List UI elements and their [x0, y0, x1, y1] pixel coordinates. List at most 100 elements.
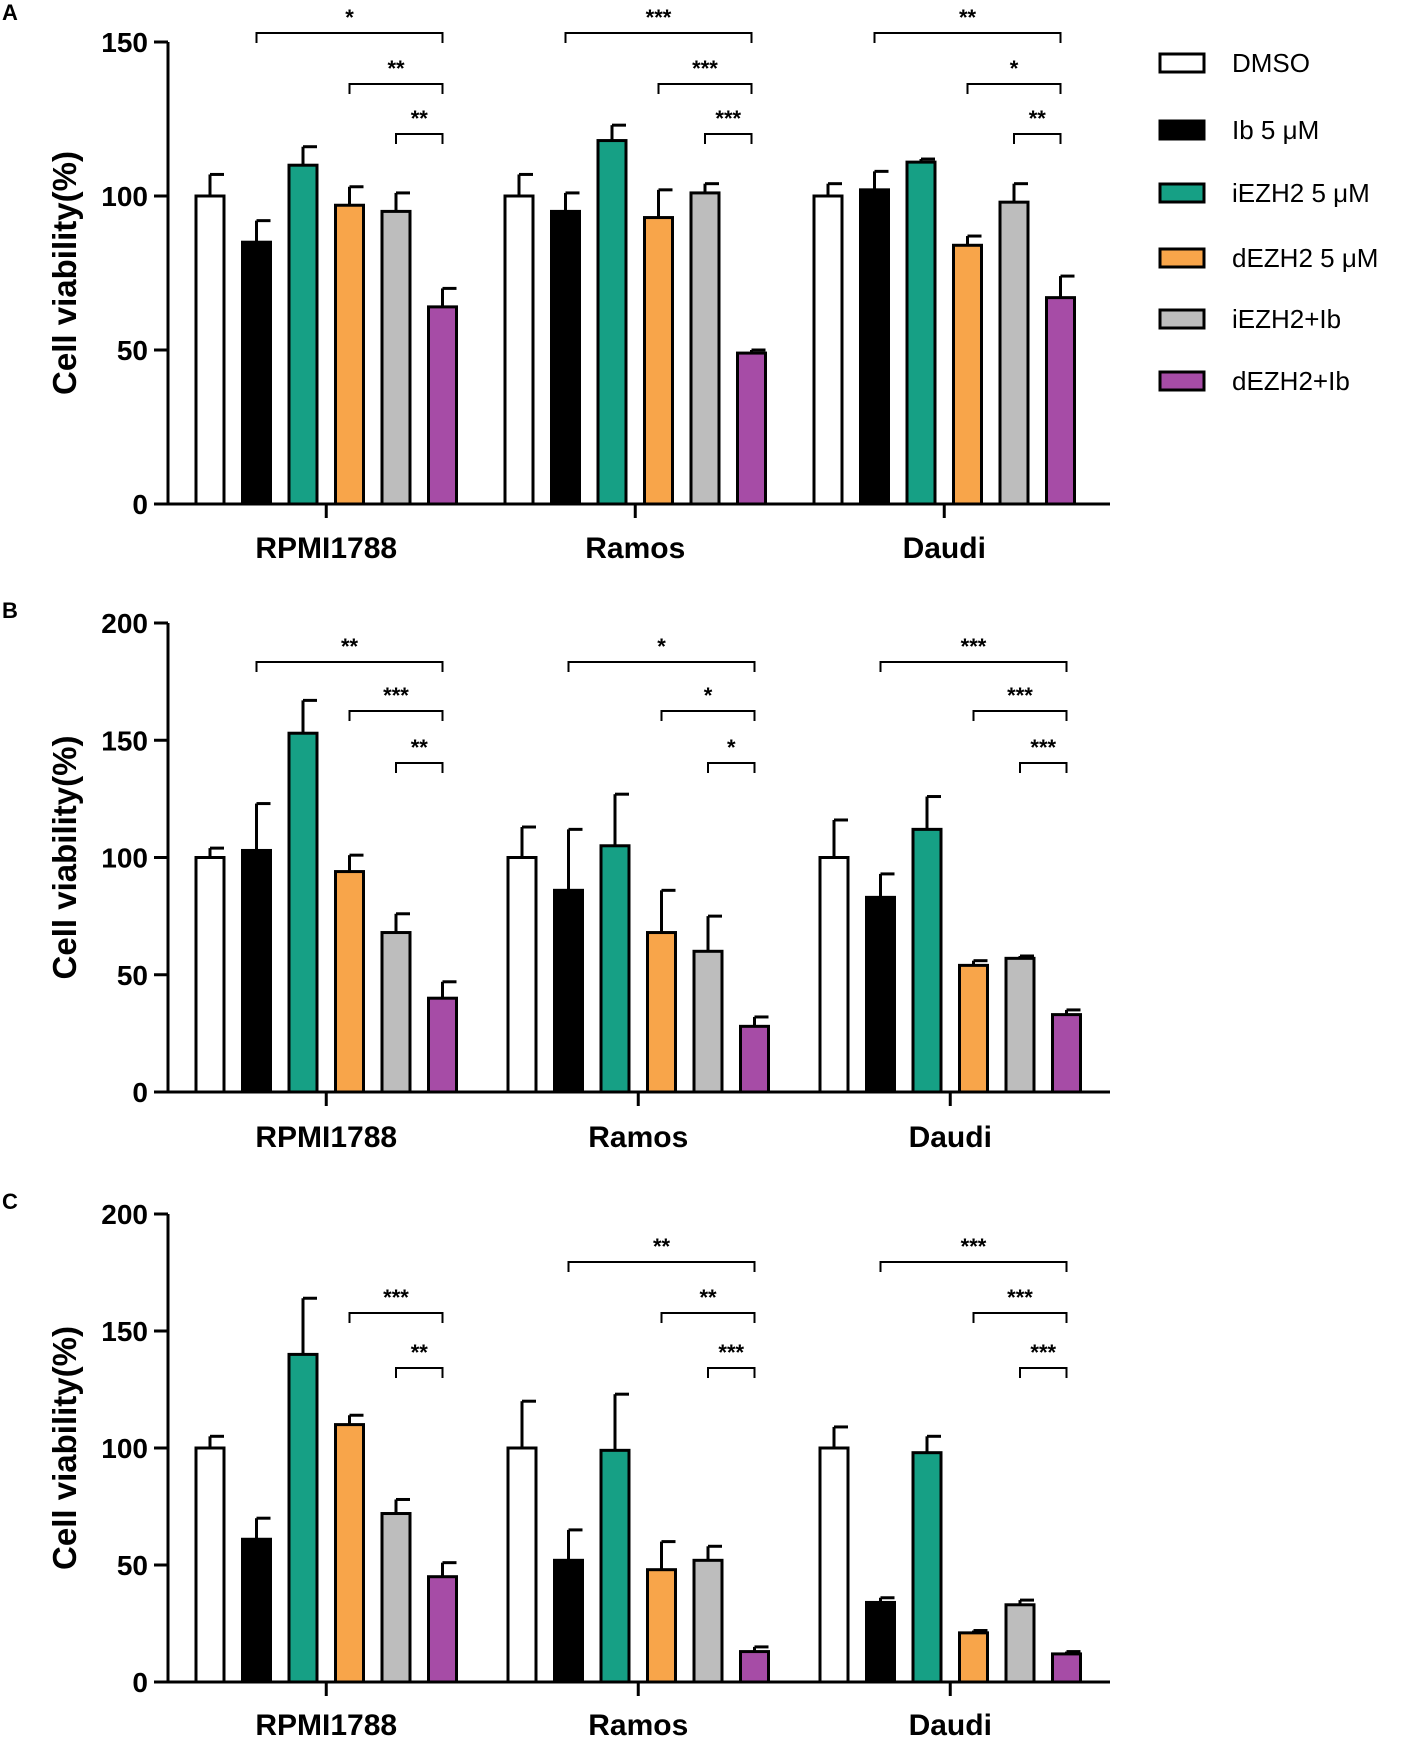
significance-bracket-c-2-1: [972, 1312, 1068, 1323]
bar-b-0-0: [194, 856, 226, 1094]
legend-item-dezh2-ib: dEZH2+Ib: [1158, 366, 1350, 396]
bar-b-0-4: [380, 931, 412, 1094]
significance-label-b-2-2: ***: [1030, 735, 1056, 760]
bar-c-2-3: [958, 1631, 989, 1684]
significance-bracket-b-1-1: [660, 710, 756, 721]
significance-label-c-1-2: ***: [718, 1340, 744, 1365]
legend-swatch-iezh2-ib: [1158, 308, 1206, 330]
significance-label-b-2-1: ***: [1007, 683, 1033, 708]
significance-label-b-1-2: *: [727, 735, 736, 760]
y-tick-label-a-150: 150: [101, 27, 148, 58]
significance-label-a-0-0: *: [345, 5, 354, 30]
bar-b-2-4: [1004, 956, 1036, 1094]
bar-b-0-1: [241, 848, 272, 1094]
y-axis-label-a: Cell viability(%): [46, 151, 83, 395]
bar-a-2-2: [905, 160, 937, 506]
bar-c-0-1: [241, 1537, 272, 1684]
y-tick-label-b-200: 200: [101, 608, 148, 639]
significance-label-a-2-1: *: [1010, 56, 1019, 81]
legend-label-ib: Ib 5 μM: [1232, 115, 1319, 145]
bar-b-0-2: [287, 731, 319, 1094]
y-tick-label-c-100: 100: [101, 1433, 148, 1464]
bar-a-1-0: [503, 194, 535, 506]
category-label-a-2: Daudi: [903, 532, 986, 565]
y-axis-label-b: Cell viability(%): [46, 736, 83, 980]
significance-label-b-1-1: *: [704, 683, 713, 708]
legend-item-dmso: DMSO: [1158, 48, 1310, 78]
y-tick-label-a-50: 50: [117, 335, 148, 366]
legend-swatch-iezh2: [1158, 182, 1206, 204]
bar-b-2-0: [818, 856, 850, 1094]
significance-bracket-a-2-1: [966, 83, 1062, 94]
bar-a-2-4: [998, 200, 1030, 506]
significance-bracket-a-1-0: [564, 32, 753, 43]
bar-c-1-3: [646, 1568, 677, 1684]
bar-c-2-2: [911, 1451, 943, 1684]
y-tick-label-b-150: 150: [101, 725, 148, 756]
significance-bracket-b-0-0: [255, 661, 444, 672]
bar-c-1-5: [739, 1650, 770, 1684]
significance-bracket-c-1-1: [660, 1312, 756, 1323]
significance-bracket-c-2-2: [1019, 1367, 1068, 1378]
legend-label-dmso: DMSO: [1232, 48, 1310, 78]
significance-label-a-1-1: ***: [692, 56, 718, 81]
bar-c-2-1: [865, 1600, 896, 1684]
bar-b-1-5: [739, 1024, 770, 1094]
bar-a-0-0: [194, 194, 226, 506]
legend-swatch-dezh2-ib: [1158, 370, 1206, 392]
bar-c-0-5: [427, 1575, 458, 1684]
significance-label-c-2-2: ***: [1030, 1340, 1056, 1365]
bar-c-1-2: [599, 1448, 631, 1684]
category-label-b-1: Ramos: [588, 1121, 688, 1154]
legend-item-iezh2-ib: iEZH2+Ib: [1158, 304, 1341, 334]
significance-label-a-2-0: **: [959, 5, 977, 30]
significance-bracket-a-0-1: [348, 83, 444, 94]
significance-bracket-a-0-0: [255, 32, 444, 43]
bar-c-0-4: [380, 1512, 412, 1684]
bar-b-1-3: [646, 931, 677, 1094]
bar-a-1-1: [550, 209, 581, 506]
bar-a-0-1: [241, 240, 272, 506]
y-tick-label-b-50: 50: [117, 960, 148, 991]
significance-bracket-a-1-2: [704, 133, 753, 144]
bar-a-2-1: [859, 188, 890, 506]
significance-bracket-a-2-2: [1013, 133, 1062, 144]
significance-bracket-a-0-2: [395, 133, 444, 144]
bar-b-2-5: [1051, 1013, 1082, 1094]
significance-label-c-0-2: **: [411, 1340, 429, 1365]
significance-bracket-c-1-0: [567, 1261, 756, 1272]
bar-b-1-4: [692, 949, 724, 1094]
significance-label-c-1-1: **: [699, 1285, 717, 1310]
category-label-a-0: RPMI1788: [255, 532, 397, 565]
bar-a-1-3: [643, 216, 674, 506]
significance-bracket-a-2-0: [873, 32, 1062, 43]
panel-letter-b: B: [2, 598, 18, 623]
y-tick-label-a-0: 0: [132, 489, 148, 520]
bar-a-1-2: [596, 139, 628, 506]
bar-a-1-5: [736, 351, 767, 506]
legend-label-iezh2: iEZH2 5 μM: [1232, 178, 1370, 208]
y-tick-label-b-0: 0: [132, 1077, 148, 1108]
significance-bracket-b-1-2: [707, 762, 756, 773]
significance-label-a-1-2: ***: [715, 106, 741, 131]
y-tick-label-a-100: 100: [101, 181, 148, 212]
bar-b-1-1: [553, 888, 584, 1094]
legend-item-ib: Ib 5 μM: [1158, 115, 1319, 145]
significance-bracket-b-0-1: [348, 710, 444, 721]
category-label-c-1: Ramos: [588, 1709, 688, 1739]
panel-c: C Cell viability(%) 0 50 100 150 200 RPMI1788 **…: [2, 1189, 1110, 1739]
bar-b-0-5: [427, 996, 458, 1094]
significance-label-a-2-2: **: [1029, 106, 1047, 131]
panel-letter-a: A: [2, 0, 18, 25]
significance-bracket-c-0-2: [395, 1367, 444, 1378]
significance-bracket-b-2-0: [879, 661, 1068, 672]
y-tick-label-b-100: 100: [101, 843, 148, 874]
bar-a-2-5: [1045, 296, 1076, 506]
category-label-c-0: RPMI1788: [255, 1709, 397, 1739]
bar-a-0-2: [287, 163, 319, 506]
significance-label-b-2-0: ***: [961, 634, 987, 659]
significance-label-c-2-0: ***: [961, 1234, 987, 1259]
